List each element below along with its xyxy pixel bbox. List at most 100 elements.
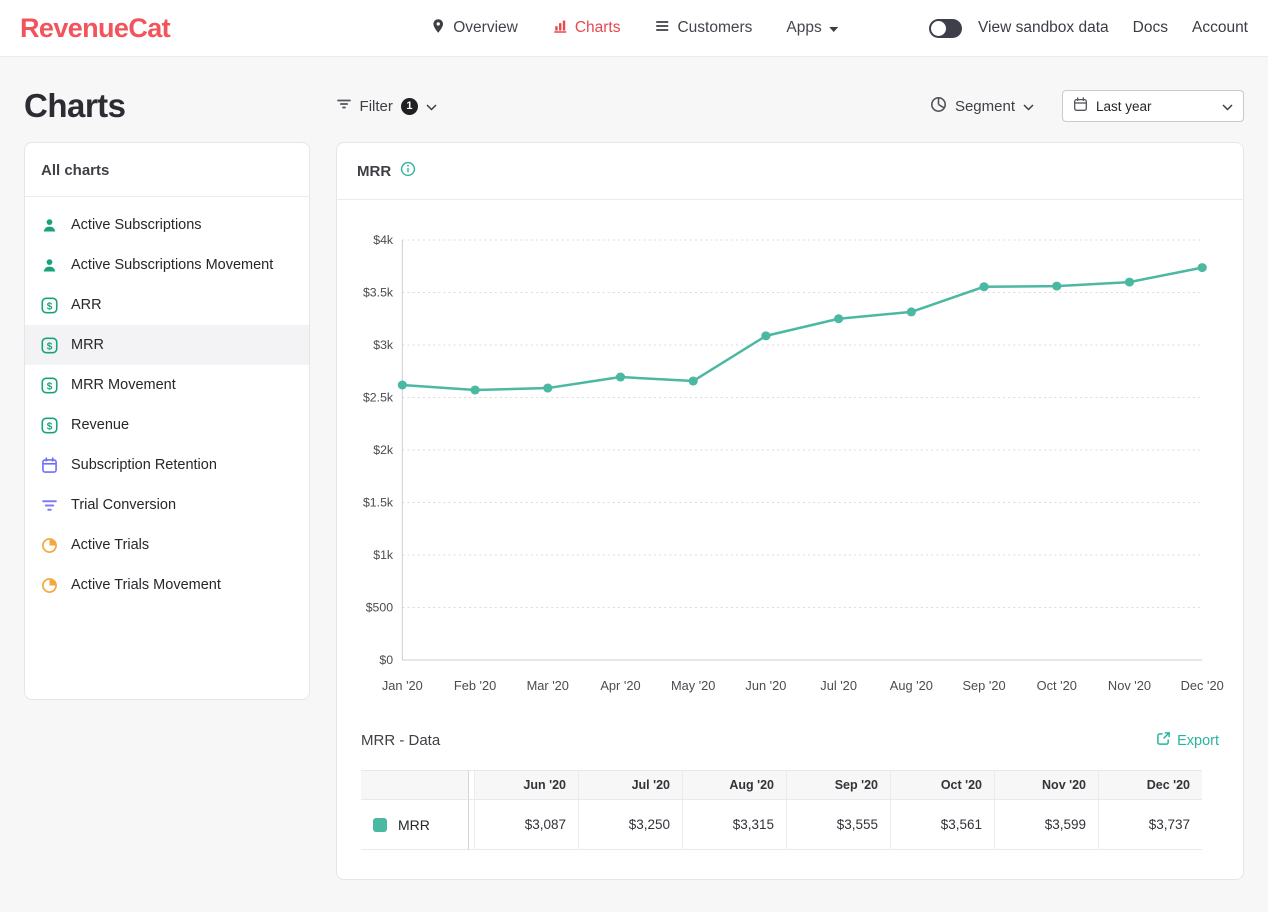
table-value-cells: $3,087 $3,250 $3,315 $3,555 $3,561 $3,599 $3,7…	[474, 800, 1202, 850]
mrr-data-table[interactable]: Jun '20 Jul '20 Aug '20 Sep '20 Oct '20 Nov '…	[361, 770, 1219, 850]
chevron-down-icon	[1222, 99, 1233, 114]
svg-text:Feb '20: Feb '20	[454, 679, 496, 693]
svg-text:Nov '20: Nov '20	[1108, 679, 1151, 693]
account-link[interactable]: Account	[1191, 19, 1248, 36]
series-row-label: MRR	[398, 816, 430, 833]
sidebar-chart-list: Active Subscriptions Active Subscriptions…	[25, 197, 309, 613]
svg-text:Jun '20: Jun '20	[745, 679, 786, 693]
charts-sidebar: All charts Active Subscriptions Active Su…	[24, 142, 310, 700]
chevron-down-icon	[426, 98, 437, 115]
table-column-header: Aug '20	[682, 770, 786, 800]
sidebar-item-mrr[interactable]: $ MRR	[25, 325, 309, 365]
svg-text:Aug '20: Aug '20	[890, 679, 933, 693]
sidebar-item-active-trials-movement[interactable]: Active Trials Movement	[25, 565, 309, 605]
table-header-row: Jun '20 Jul '20 Aug '20 Sep '20 Oct '20 Nov '…	[361, 770, 1219, 800]
sidebar-item-trial-conversion[interactable]: Trial Conversion	[25, 485, 309, 525]
sidebar-header: All charts	[25, 143, 309, 197]
table-value-cell: $3,315	[682, 800, 786, 850]
table-corner-cell	[361, 770, 469, 800]
export-label: Export	[1177, 732, 1219, 749]
page-header: Charts Filter 1 Segment Last year	[0, 87, 1268, 125]
docs-link[interactable]: Docs	[1132, 19, 1168, 36]
sidebar-item-active-trials[interactable]: Active Trials	[25, 525, 309, 565]
date-range-value: Last year	[1096, 98, 1152, 114]
caret-down-icon	[828, 19, 838, 37]
sandbox-toggle[interactable]	[928, 18, 962, 38]
info-icon[interactable]	[400, 161, 416, 181]
table-value-cell: $3,737	[1098, 800, 1202, 850]
svg-text:Jul '20: Jul '20	[820, 679, 857, 693]
sidebar-item-subscription-retention[interactable]: Subscription Retention	[25, 445, 309, 485]
filter-control[interactable]: Filter 1	[336, 96, 437, 116]
table-value-cell: $3,555	[786, 800, 890, 850]
trial-pie-icon	[41, 577, 58, 594]
nav-item-customers[interactable]: Customers	[654, 18, 752, 39]
nav-item-apps[interactable]: Apps	[786, 19, 838, 37]
svg-text:$: $	[47, 421, 53, 432]
nav-item-charts[interactable]: Charts	[552, 18, 621, 39]
nav-label-apps: Apps	[786, 19, 822, 36]
sidebar-item-arr[interactable]: $ ARR	[25, 285, 309, 325]
page-title: Charts	[24, 87, 126, 124]
svg-text:$1k: $1k	[373, 548, 394, 562]
chart-plot-area: $0 $500 $1k $1.5k $2k $2.5k $3k $3.5k $4k Jan '20…	[337, 200, 1243, 707]
table-column-header: Sep '20	[786, 770, 890, 800]
svg-text:Mar '20: Mar '20	[527, 679, 569, 693]
sidebar-item-revenue[interactable]: $ Revenue	[25, 405, 309, 445]
sidebar-item-mrr-movement[interactable]: $ MRR Movement	[25, 365, 309, 405]
person-icon	[41, 257, 58, 274]
sidebar-item-label: Active Trials Movement	[71, 577, 221, 593]
svg-text:$0: $0	[379, 653, 393, 667]
sidebar-item-label: Active Subscriptions	[71, 217, 202, 233]
revenuecat-logo[interactable]: RevenueCat	[20, 12, 171, 43]
svg-text:Apr '20: Apr '20	[600, 679, 640, 693]
table-row: MRR $3,087 $3,250 $3,315 $3,555 $3,561 $3,599…	[361, 800, 1219, 850]
main-nav: Overview Charts Customers Apps	[430, 18, 838, 39]
svg-text:Oct '20: Oct '20	[1037, 679, 1077, 693]
segment-control[interactable]: Segment	[930, 96, 1034, 117]
filter-icon	[336, 96, 352, 116]
export-button[interactable]: Export	[1156, 731, 1219, 750]
sidebar-item-label: Active Trials	[71, 537, 150, 553]
sidebar-item-label: Revenue	[71, 417, 130, 433]
table-column-header: Oct '20	[890, 770, 994, 800]
trial-pie-icon	[41, 537, 58, 554]
svg-text:$4k: $4k	[373, 233, 394, 247]
pin-icon	[430, 18, 446, 39]
sidebar-item-label: MRR Movement	[71, 377, 176, 393]
svg-text:Sep '20: Sep '20	[963, 679, 1006, 693]
segment-label: Segment	[954, 97, 1015, 115]
content-area: All charts Active Subscriptions Active Su…	[0, 142, 1268, 880]
nav-item-overview[interactable]: Overview	[430, 18, 518, 39]
svg-text:Jan '20: Jan '20	[382, 679, 423, 693]
filter-count-badge: 1	[400, 97, 418, 115]
sidebar-item-label: ARR	[71, 297, 102, 313]
funnel-icon	[41, 497, 58, 514]
mrr-line-chart[interactable]: $0 $500 $1k $1.5k $2k $2.5k $3k $3.5k $4k Jan '20…	[351, 224, 1233, 702]
data-table-header-row: MRR - Data Export	[337, 731, 1243, 750]
export-icon	[1156, 731, 1171, 750]
svg-text:$: $	[47, 301, 53, 312]
svg-text:May '20: May '20	[671, 679, 715, 693]
table-value-cell: $3,599	[994, 800, 1098, 850]
calendar-icon	[1073, 97, 1088, 115]
table-value-cell: $3,250	[578, 800, 682, 850]
toggle-knob	[930, 20, 946, 36]
table-column-header: Dec '20	[1098, 770, 1202, 800]
sidebar-item-active-subscriptions[interactable]: Active Subscriptions	[25, 205, 309, 245]
person-icon	[41, 217, 58, 234]
table-column-header: Jul '20	[578, 770, 682, 800]
date-range-select[interactable]: Last year	[1062, 90, 1244, 122]
svg-text:$3.5k: $3.5k	[363, 286, 394, 300]
mrr-chart-card: MRR $0 $500 $1k $1.5k $2k $2.5k $3k $3.5k $4k Jan…	[336, 142, 1244, 880]
sidebar-item-active-subscriptions-movement[interactable]: Active Subscriptions Movement	[25, 245, 309, 285]
table-month-headers: Jun '20 Jul '20 Aug '20 Sep '20 Oct '20 Nov '…	[474, 770, 1202, 800]
sidebar-item-label: Active Subscriptions Movement	[71, 257, 274, 273]
svg-text:$: $	[47, 341, 53, 352]
nav-label-charts: Charts	[574, 19, 621, 36]
segment-icon	[930, 96, 947, 117]
sidebar-item-label: Trial Conversion	[71, 497, 177, 513]
table-row-label-cell: MRR	[361, 800, 469, 850]
table-scroll-divider	[469, 770, 474, 800]
dollar-icon: $	[41, 376, 58, 394]
